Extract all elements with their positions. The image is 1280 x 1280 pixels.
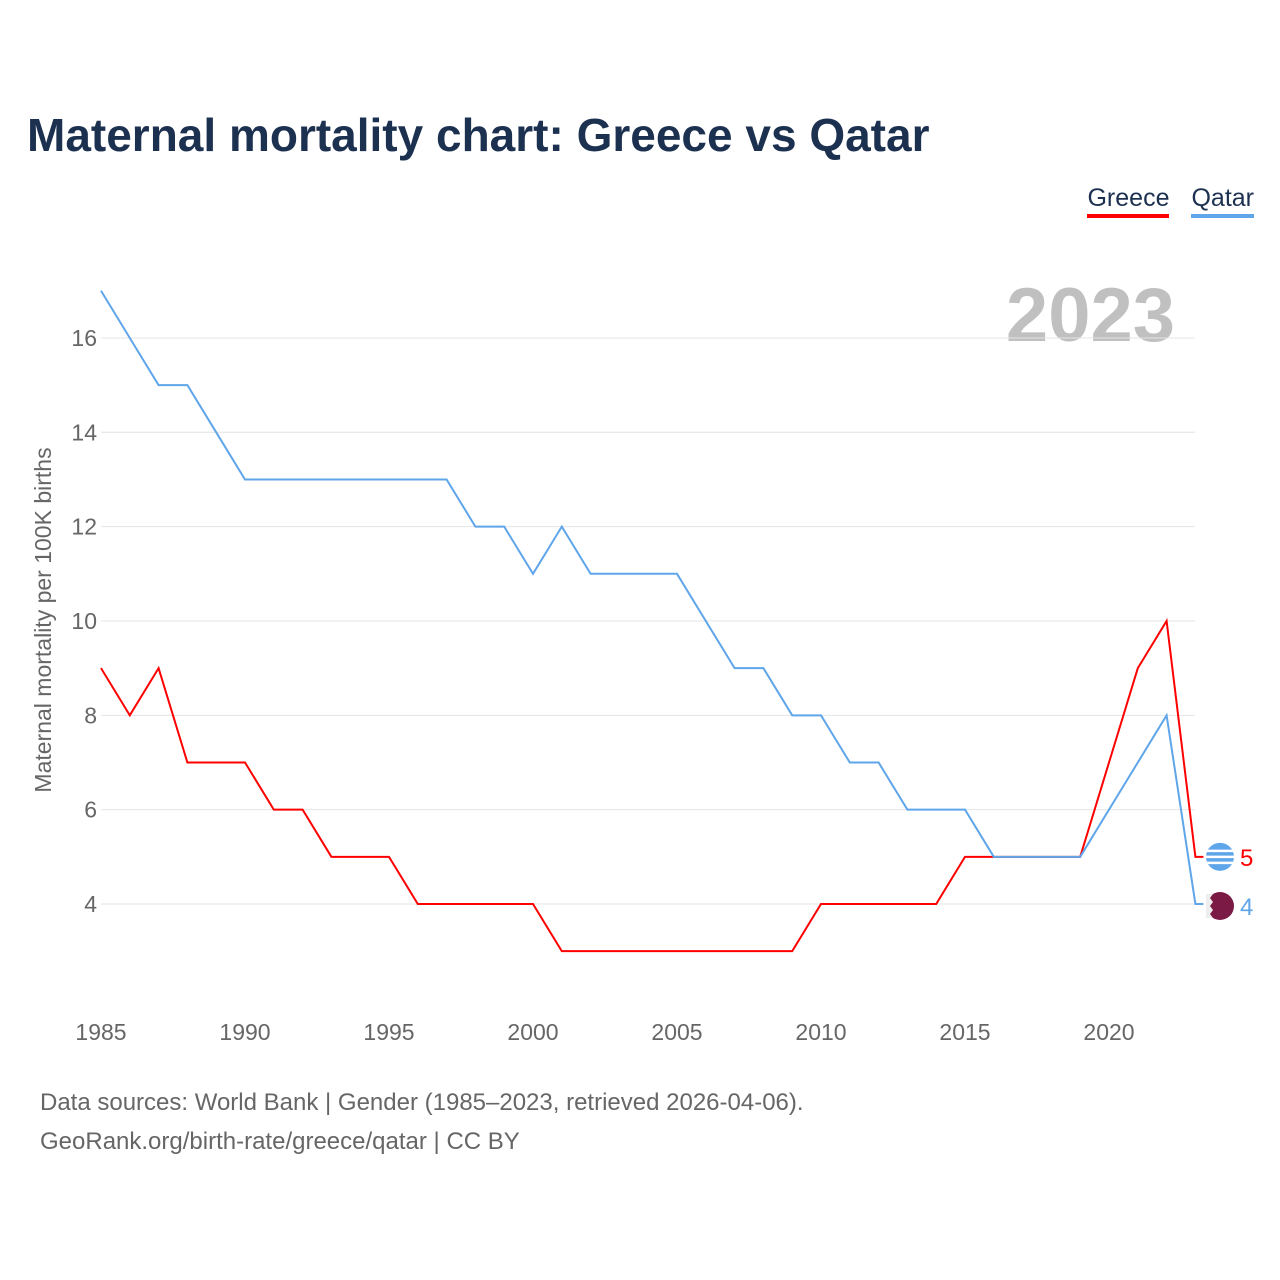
y-tick-label: 12 [71,514,97,540]
source-line-2[interactable]: GeoRank.org/birth-rate/greece/qatar | CC… [40,1128,520,1155]
source-line-1: Data sources: World Bank | Gender (1985–… [40,1089,804,1116]
y-tick-label: 4 [84,891,97,917]
y-tick-label: 6 [84,797,97,823]
series-line-greece [100,618,1204,953]
legend-greece[interactable]: Greece [1087,184,1170,218]
x-tick-label: 2010 [795,1019,846,1045]
y-axis-label: Maternal mortality per 100K births [30,447,56,792]
series-line-qatar [100,290,1204,905]
year-label: 2023 [1005,273,1175,358]
y-tick-label: 8 [84,702,97,728]
legend-qatar[interactable]: Qatar [1191,184,1254,218]
x-tick-label: 2020 [1083,1019,1134,1045]
qatar-flag-icon [1206,892,1234,920]
x-tick-label: 1985 [75,1019,126,1045]
legend: Greece Qatar [1087,184,1254,218]
y-tick-label: 14 [71,419,97,445]
x-tick-label: 1990 [219,1019,270,1045]
end-value-label: 5 [1240,845,1253,872]
y-tick-label: 10 [71,608,97,634]
x-tick-label: 2000 [507,1019,558,1045]
flag-serration [1206,894,1213,918]
chart-title: Maternal mortality chart: Greece vs Qata… [27,109,930,161]
y-tick-label: 16 [71,325,97,351]
x-tick-label: 2005 [651,1019,702,1045]
x-tick-label: 2015 [939,1019,990,1045]
end-value-label: 4 [1240,894,1253,921]
x-tick-label: 1995 [363,1019,414,1045]
